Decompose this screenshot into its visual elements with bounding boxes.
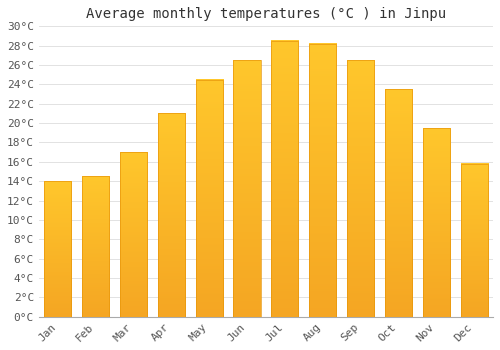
- Bar: [460, 164, 488, 317]
- Bar: [44, 181, 72, 317]
- Bar: [234, 60, 260, 317]
- Bar: [309, 44, 336, 317]
- Title: Average monthly temperatures (°C ) in Jinpu: Average monthly temperatures (°C ) in Ji…: [86, 7, 446, 21]
- Bar: [422, 128, 450, 317]
- Bar: [196, 79, 223, 317]
- Bar: [120, 152, 147, 317]
- Bar: [158, 113, 185, 317]
- Bar: [385, 89, 412, 317]
- Bar: [347, 60, 374, 317]
- Bar: [271, 41, 298, 317]
- Bar: [82, 176, 109, 317]
